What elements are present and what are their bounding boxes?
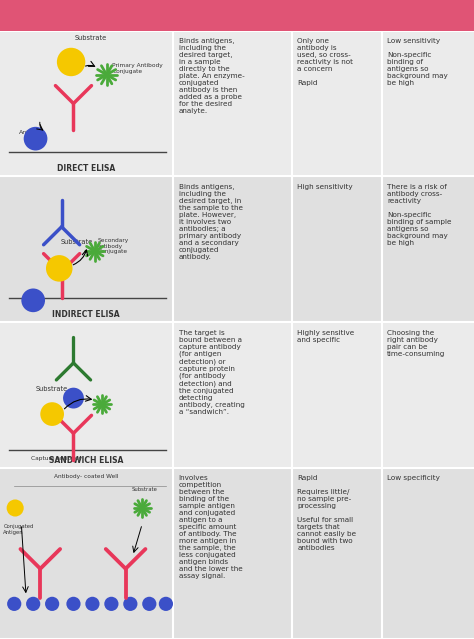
Bar bbox=[0, 468, 474, 639]
Bar bbox=[0, 31, 474, 176]
Bar bbox=[0, 0, 474, 31]
Text: Substrate: Substrate bbox=[75, 35, 107, 41]
Text: Binds antigens,
including the
desired target, in
the sample to the
plate. Howeve: Binds antigens, including the desired ta… bbox=[179, 184, 243, 260]
Text: Type: Type bbox=[73, 10, 99, 20]
Text: Antigen: Antigen bbox=[19, 130, 43, 135]
Ellipse shape bbox=[21, 288, 45, 312]
Text: Highly sensitive
and specific: Highly sensitive and specific bbox=[297, 330, 355, 343]
Ellipse shape bbox=[7, 500, 24, 516]
Ellipse shape bbox=[66, 597, 81, 611]
Text: Binds antigens,
including the
desired target,
in a sample
directly to the
plate.: Binds antigens, including the desired ta… bbox=[179, 38, 245, 114]
Text: Conjugated
Antigen: Conjugated Antigen bbox=[3, 524, 34, 535]
Ellipse shape bbox=[159, 597, 173, 611]
Ellipse shape bbox=[24, 127, 47, 151]
Text: Disadvantages: Disadvantages bbox=[388, 10, 470, 20]
Text: Only one
antibody is
used, so cross-
reactivity is not
a concern

Rapid: Only one antibody is used, so cross- rea… bbox=[297, 38, 353, 86]
Text: Primary Antibody
Conjugate: Primary Antibody Conjugate bbox=[112, 63, 163, 73]
Ellipse shape bbox=[57, 48, 85, 76]
Bar bbox=[0, 322, 474, 468]
Text: High sensitivity: High sensitivity bbox=[297, 184, 353, 190]
Ellipse shape bbox=[104, 597, 118, 611]
Ellipse shape bbox=[40, 402, 64, 426]
Bar bbox=[0, 176, 474, 322]
Text: Key points: Key points bbox=[203, 10, 262, 20]
Text: Antibody- coated Well: Antibody- coated Well bbox=[54, 473, 118, 479]
Text: Substrate: Substrate bbox=[36, 385, 68, 392]
Text: There is a risk of
antibody cross-
reactivity

Non-specific
binding of sample
an: There is a risk of antibody cross- react… bbox=[387, 184, 452, 246]
Ellipse shape bbox=[85, 597, 100, 611]
Text: Rapid

Requires little/
no sample pre-
processing

Useful for small
targets that: Rapid Requires little/ no sample pre- pr… bbox=[297, 475, 356, 551]
Text: Substrate: Substrate bbox=[132, 487, 157, 492]
Ellipse shape bbox=[123, 597, 137, 611]
Text: Capture antibody: Capture antibody bbox=[31, 456, 82, 461]
Text: SANDWICH ELISA: SANDWICH ELISA bbox=[49, 456, 123, 465]
Text: Choosing the
right antibody
pair can be
time-consuming: Choosing the right antibody pair can be … bbox=[387, 330, 446, 357]
Text: Involves
competition
between the
binding of the
sample antigen
and conjugated
an: Involves competition between the binding… bbox=[179, 475, 242, 580]
Text: Advantages: Advantages bbox=[304, 10, 369, 20]
Text: Secondary
Antibody
Conjugate: Secondary Antibody Conjugate bbox=[97, 238, 128, 254]
Text: The target is
bound between a
capture antibody
(for antigen
detection) or
captur: The target is bound between a capture an… bbox=[179, 330, 245, 415]
Text: DIRECT ELISA: DIRECT ELISA bbox=[57, 164, 115, 173]
Ellipse shape bbox=[45, 597, 59, 611]
Text: INDIRECT ELISA: INDIRECT ELISA bbox=[53, 310, 120, 319]
Ellipse shape bbox=[63, 388, 84, 408]
Ellipse shape bbox=[7, 597, 21, 611]
Ellipse shape bbox=[142, 597, 156, 611]
Text: Low specificity: Low specificity bbox=[387, 475, 440, 481]
Ellipse shape bbox=[46, 255, 73, 282]
Ellipse shape bbox=[26, 597, 40, 611]
Text: Low sensitivity

Non-specific
binding of
antigens so
background may
be high: Low sensitivity Non-specific binding of … bbox=[387, 38, 448, 86]
Text: Substrate: Substrate bbox=[60, 238, 92, 245]
